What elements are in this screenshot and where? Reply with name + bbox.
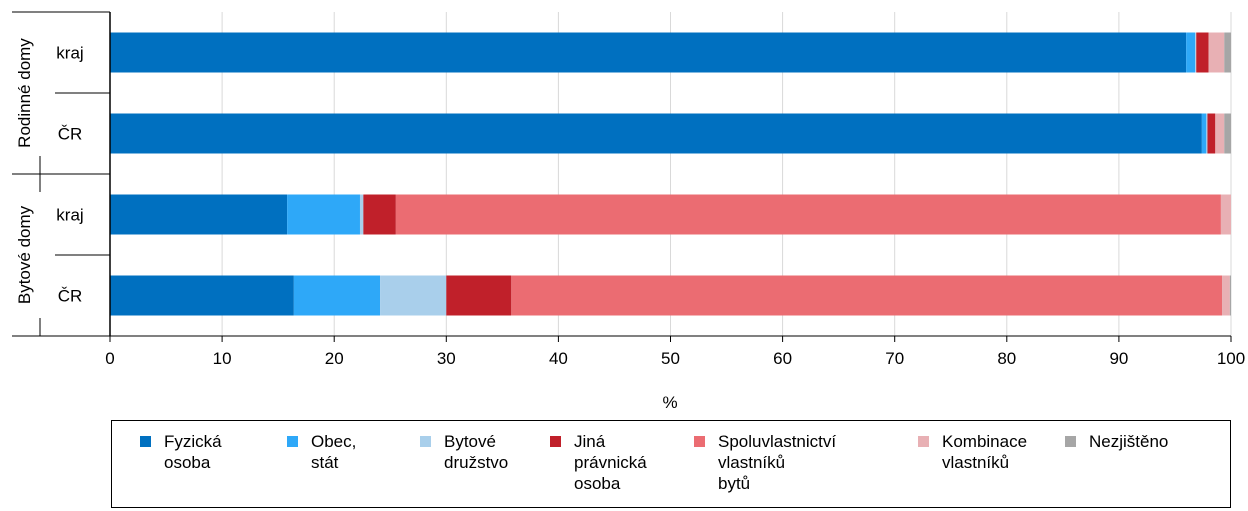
- x-tick-label: 0: [105, 349, 114, 368]
- x-tick-label: 20: [325, 349, 344, 368]
- bar-segment: [511, 275, 1223, 316]
- stacked-bar-chart: 0 10 20 30 40 50 60 70 80 90 100 kraj ČR kraj ČR Rodi…: [12, 11, 1245, 412]
- x-tick-label: 70: [885, 349, 904, 368]
- bar-segment: [1224, 32, 1231, 73]
- legend-swatch: [287, 436, 298, 447]
- legend-label: Obec, stát: [311, 432, 357, 472]
- bar-segment: [359, 194, 364, 235]
- bar-segment: [1220, 194, 1231, 235]
- legend-swatch: [140, 436, 151, 447]
- category-label: ČR: [58, 287, 83, 306]
- bar-segment: [1196, 32, 1209, 73]
- bar-segment: [110, 275, 294, 316]
- bar-segment: [110, 32, 1187, 73]
- legend-label: Kombinace vlastníků: [942, 432, 1028, 472]
- legend-label: Nezjištěno: [1089, 432, 1169, 451]
- bar-segment: [1195, 32, 1197, 73]
- x-tick-labels: 0 10 20 30 40 50 60 70 80 90 100: [105, 349, 1245, 368]
- bar-segment: [1206, 113, 1208, 154]
- group-label: Rodinné domy: [15, 38, 34, 148]
- bar-segment: [395, 194, 1221, 235]
- bar-segment: [1222, 275, 1230, 316]
- legend-swatch: [918, 436, 929, 447]
- legend-label: Bytové družstvo: [444, 432, 509, 472]
- bar-segment: [1208, 32, 1225, 73]
- category-labels: kraj ČR kraj ČR: [56, 44, 83, 306]
- bar-segment: [293, 275, 381, 316]
- bar-segment: [446, 275, 512, 316]
- x-tick-label: 30: [437, 349, 456, 368]
- bar-segment: [110, 113, 1202, 154]
- legend: Fyzická osoba Obec, stát Bytové družstvo Ji…: [111, 420, 1231, 508]
- bar-segment: [110, 194, 288, 235]
- x-tick-label: 50: [661, 349, 680, 368]
- legend-label: Spoluvlastnictví vlastníků bytů: [718, 432, 837, 493]
- x-axis-label: %: [662, 393, 677, 412]
- group-label: Bytové domy: [15, 205, 34, 304]
- x-tick-label: 40: [549, 349, 568, 368]
- bar-segment: [363, 194, 396, 235]
- bar-segment: [1224, 113, 1231, 154]
- bar-segment: [287, 194, 360, 235]
- legend-swatch: [550, 436, 561, 447]
- legend-swatch: [1065, 436, 1076, 447]
- axes: [12, 11, 1232, 342]
- x-tick-label: 80: [997, 349, 1016, 368]
- x-tick-label: 10: [213, 349, 232, 368]
- legend-label: Jiná právnická osoba: [574, 432, 647, 493]
- bar-segment: [1201, 113, 1207, 154]
- x-tick-label: 100: [1217, 349, 1245, 368]
- bar-segment: [1207, 113, 1216, 154]
- legend-swatch: [694, 436, 705, 447]
- bars: [110, 32, 1231, 316]
- bar-segment: [1186, 32, 1196, 73]
- legend-label: Fyzická osoba: [164, 432, 222, 472]
- category-label: kraj: [56, 44, 83, 63]
- x-tick-label: 90: [1109, 349, 1128, 368]
- x-tick-label: 60: [773, 349, 792, 368]
- bar-segment: [1229, 275, 1231, 316]
- bar-segment: [1215, 113, 1225, 154]
- group-labels: Rodinné domy Bytové domy: [15, 38, 34, 304]
- bar-segment: [380, 275, 447, 316]
- category-label: kraj: [56, 206, 83, 225]
- legend-swatch: [420, 436, 431, 447]
- category-label: ČR: [58, 125, 83, 144]
